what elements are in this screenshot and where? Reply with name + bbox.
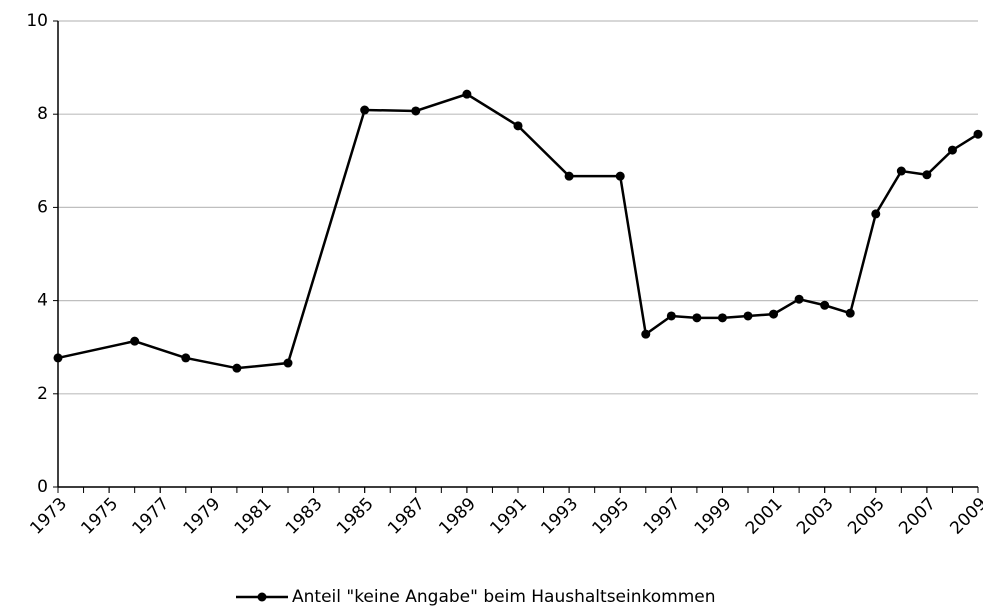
data-point (411, 106, 421, 116)
y-tick-label: 4 (37, 291, 48, 311)
data-point (896, 166, 906, 176)
y-tick-label: 10 (26, 11, 48, 31)
x-tick-label: 2007 (895, 494, 940, 539)
data-point (181, 353, 191, 363)
data-point (283, 358, 293, 368)
data-point (820, 300, 830, 310)
x-tick-label: 1973 (26, 494, 71, 539)
data-point (692, 313, 702, 323)
x-tick-label: 2001 (742, 494, 787, 539)
data-point (564, 171, 574, 181)
data-point (922, 170, 932, 180)
data-point (743, 311, 753, 321)
data-point (130, 336, 140, 346)
y-tick-label: 8 (37, 104, 48, 124)
data-point (641, 329, 651, 339)
data-point (232, 363, 242, 373)
x-tick-label: 2005 (844, 494, 889, 539)
y-tick-label: 6 (37, 197, 48, 217)
data-point (666, 311, 676, 321)
series-line (57, 92, 979, 370)
x-tick-label: 1997 (640, 494, 685, 539)
x-tick-label: 1987 (384, 494, 429, 539)
data-point (947, 145, 957, 155)
data-point (845, 308, 855, 318)
x-tick-label: 1999 (691, 494, 736, 539)
data-point (462, 89, 472, 99)
x-tick-label: 1981 (231, 494, 276, 539)
legend-label: Anteil "keine Angabe" beim Haushaltseink… (292, 587, 716, 607)
x-tick-label: 1989 (435, 494, 480, 539)
legend-marker (257, 592, 267, 602)
data-point (53, 353, 63, 363)
data-point (794, 294, 804, 304)
data-point (513, 121, 523, 131)
data-point (973, 129, 983, 139)
x-tick-label: 1991 (486, 494, 531, 539)
x-tick-label: 1983 (282, 494, 327, 539)
x-tick-label: 2009 (946, 494, 983, 539)
x-tick-label: 1979 (180, 494, 225, 539)
data-point (615, 171, 625, 181)
data-point (769, 309, 779, 319)
x-tick-label: 1985 (333, 494, 378, 539)
x-tick-label: 1975 (77, 494, 122, 539)
x-tick-label: 2003 (793, 494, 838, 539)
data-point (871, 209, 881, 219)
data-point (360, 105, 370, 115)
y-tick-label: 0 (37, 477, 48, 497)
x-tick-label: 1977 (129, 494, 174, 539)
y-tick-label: 2 (37, 384, 48, 404)
data-point (717, 313, 727, 323)
x-tick-label: 1995 (589, 494, 634, 539)
x-tick-label: 1993 (537, 494, 582, 539)
